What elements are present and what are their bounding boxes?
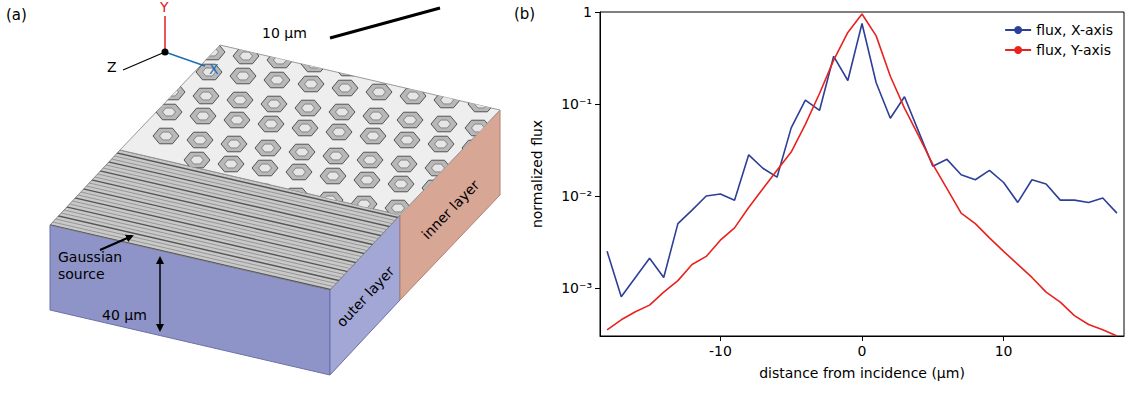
svg-text:10: 10 [995, 343, 1013, 359]
svg-text:(a): (a) [6, 6, 27, 24]
svg-text:flux, X-axis: flux, X-axis [1036, 22, 1113, 38]
svg-text:10 μm: 10 μm [262, 25, 307, 41]
svg-text:Z: Z [107, 59, 117, 75]
svg-text:1: 1 [583, 4, 592, 20]
svg-text:0: 0 [858, 343, 867, 359]
svg-text:normalized flux: normalized flux [529, 120, 545, 228]
svg-text:40 μm: 40 μm [102, 307, 147, 323]
svg-text:outer layer: outer layer [333, 263, 397, 330]
svg-text:distance from incidence (μm): distance from incidence (μm) [759, 365, 965, 381]
svg-text:-10: -10 [709, 343, 732, 359]
svg-text:flux, Y-axis: flux, Y-axis [1036, 42, 1111, 58]
svg-text:source: source [58, 266, 105, 282]
svg-text:(b): (b) [514, 5, 535, 23]
svg-text:10⁻¹: 10⁻¹ [561, 96, 592, 112]
svg-text:X: X [209, 61, 219, 77]
svg-text:10⁻³: 10⁻³ [561, 280, 592, 296]
svg-text:Y: Y [159, 0, 169, 15]
svg-text:Gaussian: Gaussian [58, 249, 122, 265]
svg-text:10⁻²: 10⁻² [561, 188, 592, 204]
svg-text:inner layer: inner layer [418, 177, 482, 243]
